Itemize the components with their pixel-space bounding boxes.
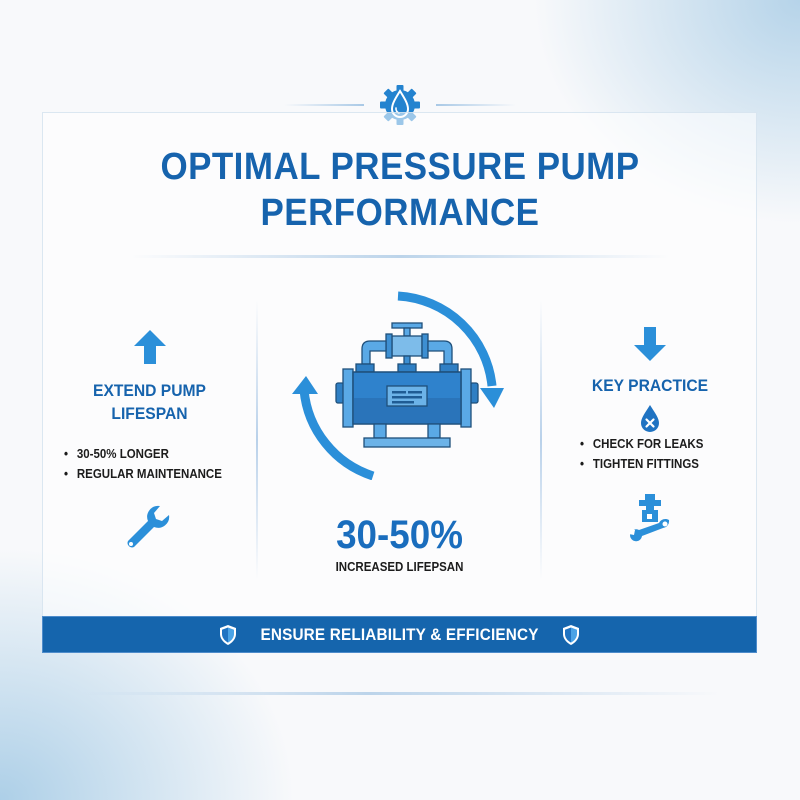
shield-icon xyxy=(219,624,236,645)
list-item: REGULAR MAINTENANCE xyxy=(64,464,242,484)
list-item: 30-50% LONGER xyxy=(64,444,242,464)
arrow-up-icon xyxy=(133,330,166,364)
water-drop-x-icon xyxy=(641,405,659,432)
valve-wrench-icon xyxy=(629,494,670,542)
bottom-divider xyxy=(80,692,720,695)
emblem-rule-right xyxy=(436,104,516,106)
title-divider xyxy=(130,255,670,258)
column-divider-left xyxy=(256,300,258,580)
title-line-1: OPTIMAL PRESSURE PUMP xyxy=(160,146,640,188)
reliability-banner: ENSURE RELIABILITY & EFFICIENCY xyxy=(42,616,757,653)
extend-lifespan-list: 30-50% LONGER REGULAR MAINTENANCE xyxy=(64,444,257,484)
column-divider-right xyxy=(540,300,542,580)
pressure-pump-cycle-icon xyxy=(292,291,504,480)
arrow-down-icon xyxy=(634,327,666,361)
stat-caption: INCREASED LIFEPSAN xyxy=(335,560,464,574)
key-practice-heading: KEY PRACTICE xyxy=(591,376,709,395)
banner-text: ENSURE RELIABILITY & EFFICIENCY xyxy=(260,624,539,644)
key-practice-list: CHECK FOR LEAKS TIGHTEN FITTINGS xyxy=(580,434,757,474)
title-line-2: PERFORMANCE xyxy=(260,192,540,234)
wrench-icon xyxy=(127,505,170,548)
key-practice-section: KEY PRACTICE CHECK FOR LEAKS TIGHTEN FIT… xyxy=(543,320,757,542)
extend-lifespan-section: EXTEND PUMP LIFESPAN 30-50% LONGER REGUL… xyxy=(42,320,257,550)
extend-lifespan-heading: EXTEND PUMP LIFESPAN xyxy=(93,381,206,423)
stat-value: 30-50% xyxy=(336,513,463,557)
list-item: TIGHTEN FITTINGS xyxy=(580,454,743,474)
emblem-rule-left xyxy=(284,104,364,106)
shield-icon xyxy=(563,624,580,645)
page-title: OPTIMAL PRESSURE PUMP PERFORMANCE xyxy=(32,144,768,236)
list-item: CHECK FOR LEAKS xyxy=(580,434,743,454)
lifespan-stat: 30-50% INCREASED LIFEPSAN xyxy=(258,512,541,576)
